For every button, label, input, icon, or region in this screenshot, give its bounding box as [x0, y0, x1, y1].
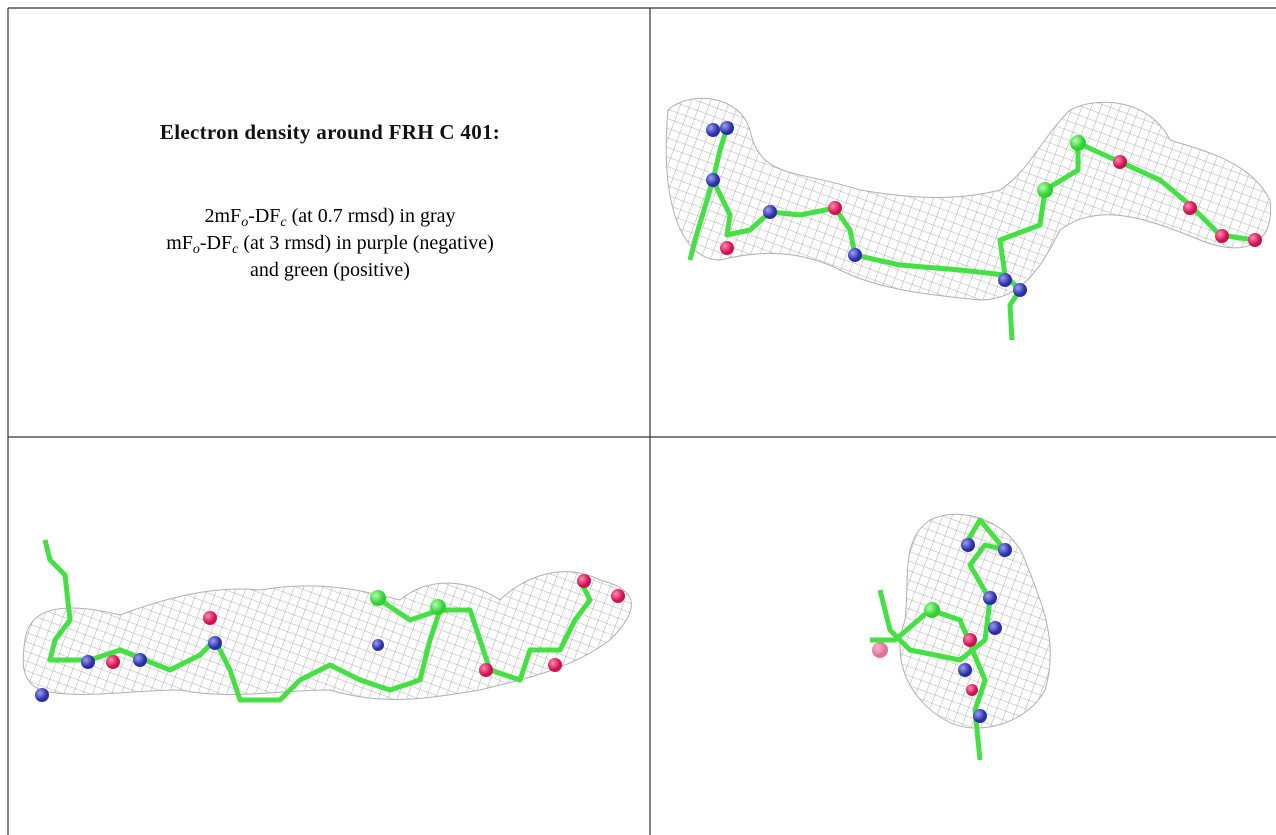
caption-line: 2mFo-DFc (at 0.7 rmsd) in gray: [10, 203, 650, 230]
density-view-2: [23, 540, 631, 702]
density-view-1: [666, 98, 1270, 340]
page: Electron density around FRH C 401: 2mFo-…: [0, 0, 1276, 835]
caption-line: and green (positive): [10, 257, 650, 284]
caption-lines: 2mFo-DFc (at 0.7 rmsd) in gray mFo-DFc (…: [10, 203, 650, 284]
subscript: o: [193, 242, 200, 257]
text: 2mF: [205, 205, 242, 227]
text: (at 3 rmsd) in purple (negative): [238, 232, 493, 254]
caption-title: Electron density around FRH C 401:: [10, 120, 650, 145]
text: (at 0.7 rmsd) in gray: [287, 205, 456, 227]
text: mF: [166, 232, 193, 254]
caption-line: mFo-DFc (at 3 rmsd) in purple (negative): [10, 230, 650, 257]
text: -DF: [248, 205, 280, 227]
density-view-3: [870, 514, 1050, 760]
text: -DF: [200, 232, 232, 254]
